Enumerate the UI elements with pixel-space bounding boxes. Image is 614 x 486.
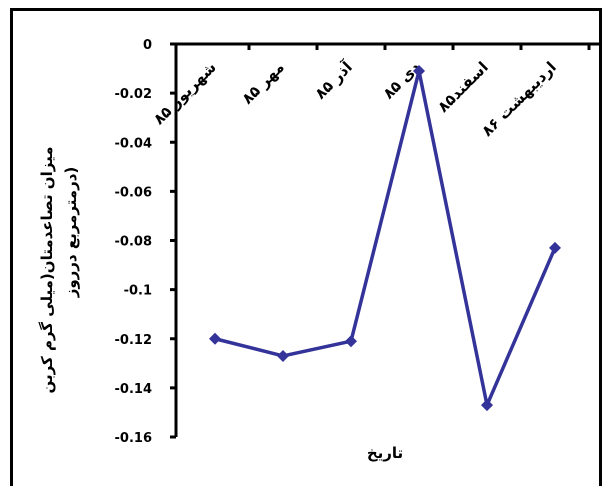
data-point	[549, 241, 561, 254]
x-tick-label: آذر ۸۵	[311, 57, 356, 102]
data-point	[481, 399, 493, 412]
x-tick-label: مهر ۸۵	[238, 58, 288, 108]
y-axis-title-line-2: درمترمربع درروز)	[62, 167, 80, 299]
x-tick-label: شهریور ۸۵	[150, 58, 220, 128]
series-line	[214, 69, 557, 407]
y-tick-label: -0.12	[115, 333, 152, 348]
y-tick-label: -0.04	[115, 136, 152, 151]
data-point	[413, 65, 425, 78]
series-group	[209, 65, 561, 412]
y-axis-ticks: 0 -0.02 -0.04 -0.06 -0.08 -0.1 -0.12 -0.14 -0.16	[115, 38, 176, 446]
y-axis-title-line-1: میزان تصاعدمتان(میلی گرم کربن	[38, 147, 56, 394]
x-tick-label: اسفند۸۵	[434, 58, 492, 116]
data-point	[345, 335, 357, 348]
y-tick-label: -0.08	[115, 235, 152, 250]
chart-axes	[174, 42, 600, 437]
data-point	[277, 349, 289, 362]
y-tick-label: -0.14	[115, 382, 152, 397]
data-point	[209, 332, 221, 345]
x-axis-title: تاریخ	[367, 444, 403, 462]
y-tick-label: -0.1	[124, 284, 152, 299]
y-tick-label: -0.06	[115, 185, 152, 200]
chart-frame	[10, 8, 602, 486]
y-tick-label: -0.02	[115, 87, 152, 102]
y-tick-label: 0	[143, 38, 152, 53]
y-tick-label: -0.16	[115, 431, 152, 446]
